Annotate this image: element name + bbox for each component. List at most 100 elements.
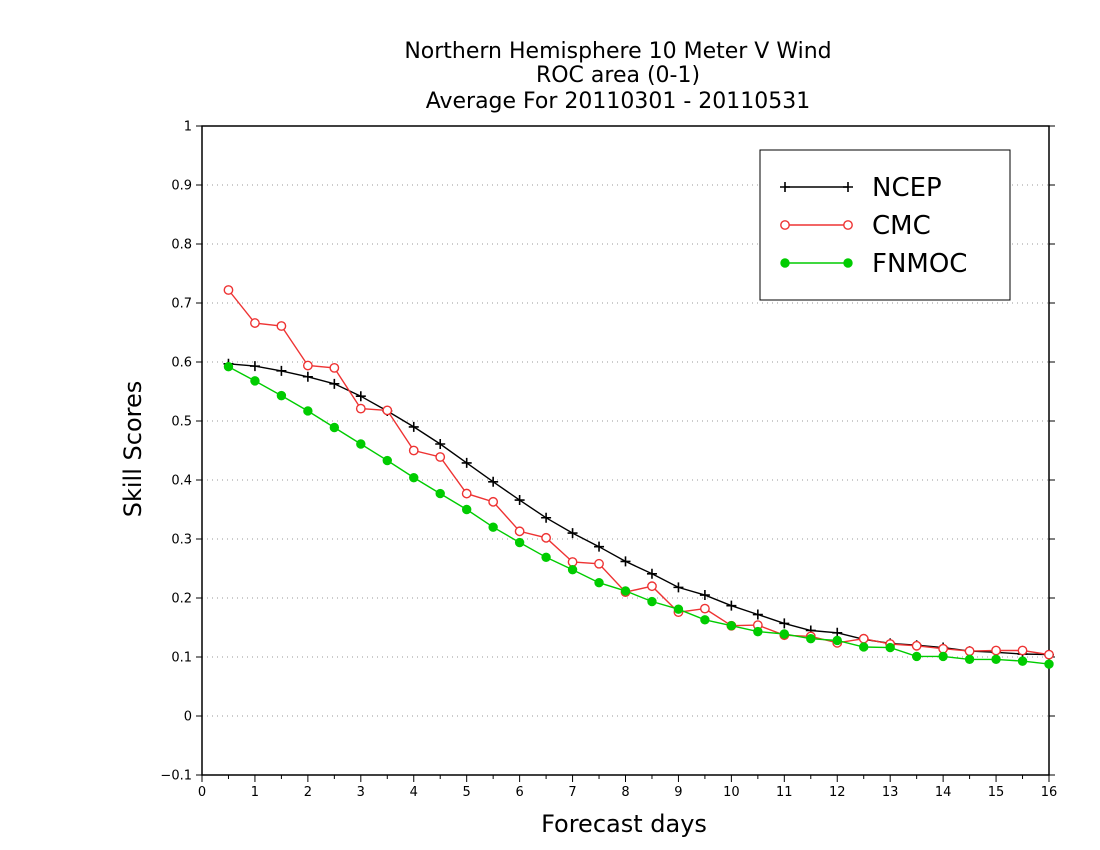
data-point-cmc [435,452,446,462]
data-point-ncep [355,391,366,402]
y-tick-label: 0.5 [171,415,192,430]
legend: NCEP CMC FNMOC [759,149,1011,301]
data-point-cmc [911,640,922,651]
data-point-cmc [1044,649,1054,660]
x-tick-label: 3 [357,785,365,800]
data-point-ncep [620,556,631,567]
data-point-fnmoc [1017,656,1028,666]
data-point-fnmoc [409,472,419,483]
chart-title: Northern Hemisphere 10 Meter V Wind ROC … [404,39,831,114]
data-point-ncep [779,618,790,629]
x-tick-label: 13 [882,785,899,800]
data-point-fnmoc [223,362,234,372]
legend-entry-cmc: CMC [780,211,931,241]
y-tick-label: 0.2 [171,592,192,607]
data-point-cmc [329,362,340,373]
data-point-cmc [991,645,1001,656]
data-point-ncep [752,609,763,620]
x-tick-label: 0 [198,785,206,800]
data-point-fnmoc [1044,659,1054,669]
data-point-fnmoc [514,537,525,548]
data-point-fnmoc [753,626,763,637]
data-point-fnmoc [461,504,472,515]
x-tick-label: 2 [304,785,312,800]
data-point-cmc [594,558,604,569]
title-line-2: ROC area (0-1) [536,63,700,88]
x-tick-label: 1 [251,785,259,800]
legend-label-cmc: CMC [872,211,931,241]
y-tick-label: 0.8 [171,238,192,253]
data-point-cmc [964,646,975,656]
data-point-cmc [302,360,313,371]
data-point-fnmoc [885,642,895,653]
y-tick-label: 0.4 [171,474,192,489]
data-point-fnmoc [594,577,604,588]
data-point-ncep [541,512,552,523]
data-point-cmc [647,581,657,592]
x-tick-label: 7 [568,785,576,800]
data-point-fnmoc [620,586,631,596]
legend-marker-fnmoc [843,258,853,268]
data-point-ncep [514,495,525,506]
data-point-ncep [699,590,710,601]
x-tick-label: 16 [1041,785,1058,800]
legend-marker-fnmoc [780,258,790,268]
data-point-ncep [594,541,605,552]
data-point-ncep [488,476,499,487]
series-line-cmc [227,289,1050,656]
data-point-ncep [567,528,578,539]
x-tick-label: 4 [410,785,418,800]
data-point-ncep [435,439,446,450]
data-point-cmc [567,557,578,567]
data-point-fnmoc [938,651,948,662]
x-tick-label: 12 [829,785,846,800]
data-point-fnmoc [806,634,816,644]
legend-label-fnmoc: FNMOC [872,249,967,279]
x-tick-label: 14 [935,785,952,800]
data-point-cmc [514,526,525,537]
data-point-fnmoc [700,615,710,625]
x-tick-label: 11 [776,785,793,800]
data-point-cmc [223,285,234,295]
series-layer [223,285,1054,669]
legend-marker-ncep [843,182,853,192]
data-point-cmc [382,405,393,416]
axes: −0.100.10.20.30.40.50.60.70.80.910 1 2 3 4 5 6… [160,120,1057,801]
legend-marker-ncep [780,182,790,192]
series-line-ncep [228,363,1050,656]
data-point-fnmoc [779,629,790,639]
data-point-ncep [302,371,313,382]
legend-marker-cmc [780,220,790,230]
legend-entry-fnmoc: FNMOC [780,249,967,279]
data-point-fnmoc [382,455,392,466]
data-point-cmc [408,445,419,456]
data-point-fnmoc [726,621,737,631]
data-point-ncep [726,600,737,611]
legend-label-ncep: NCEP [872,173,942,203]
x-axis-label: Forecast days [541,810,707,838]
x-tick-label: 5 [463,785,471,800]
series-ncep [223,358,1054,660]
data-point-ncep [249,361,260,372]
x-tick-label: 8 [621,785,629,800]
data-point-ncep [329,378,340,389]
series-cmc [223,285,1054,660]
y-tick-label: −0.1 [160,769,192,784]
data-point-fnmoc [673,604,684,614]
series-line-fnmoc [228,366,1050,665]
data-point-fnmoc [964,654,975,665]
data-point-fnmoc [250,376,260,386]
data-point-fnmoc [276,390,287,401]
data-point-fnmoc [911,651,922,662]
data-point-ncep [461,457,472,468]
legend-marker-cmc [843,220,853,230]
legend-entry-ncep: NCEP [780,173,942,203]
x-tick-label: 10 [723,785,740,800]
y-tick-label: 0.6 [171,356,192,371]
data-point-fnmoc [859,642,869,652]
x-tick-label: 9 [674,785,682,800]
data-point-cmc [276,321,287,331]
data-point-cmc [488,496,499,507]
y-axis-label: Skill Scores [119,381,147,518]
